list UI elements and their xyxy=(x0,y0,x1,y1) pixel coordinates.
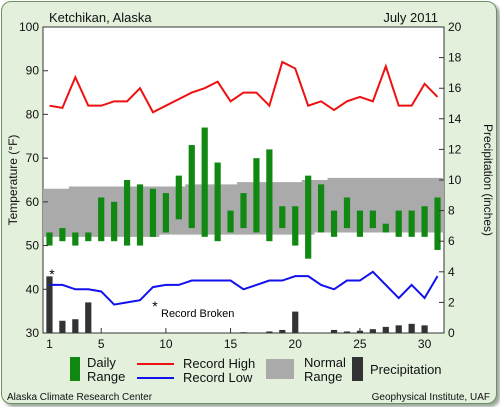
daily-range-bar-day-6 xyxy=(111,201,118,242)
daily-range-bar-day-17 xyxy=(253,158,260,233)
daily-range-bar-day-18 xyxy=(266,149,273,242)
daily-range-bar-day-24 xyxy=(343,197,351,229)
x-tick-label-30: 30 xyxy=(418,337,432,351)
y-tick-label-70: 70 xyxy=(26,151,40,165)
daily-range-bar-day-8 xyxy=(136,184,144,246)
daily-range-bar-day-31 xyxy=(434,197,441,250)
y2-tick-label-4: 4 xyxy=(448,265,455,279)
daily-range-bar-day-23 xyxy=(330,210,338,237)
legend-label-record-high: Record High xyxy=(183,356,255,371)
daily-range-bar-day-10 xyxy=(162,193,169,233)
chart-subtitle: July 2011 xyxy=(383,10,438,25)
record-marker-day1: * xyxy=(49,266,55,282)
precipitation-bar-day-18 xyxy=(266,331,273,333)
x-tick-label-25: 25 xyxy=(353,337,367,351)
daily-range-bar-day-14 xyxy=(214,162,221,242)
daily-range-bar-day-5 xyxy=(98,197,105,242)
daily-range-bar-day-11 xyxy=(175,175,182,220)
daily-range-bar-day-26 xyxy=(369,210,376,229)
footer-credit: Geophysical Institute, UAF xyxy=(372,392,490,403)
legend-label-normal-2: Range xyxy=(304,369,342,384)
daily-range-bar-day-30 xyxy=(421,206,428,237)
daily-range-bar-day-20 xyxy=(292,206,299,246)
daily-range-bar-day-9 xyxy=(149,188,157,237)
daily-range-bar-day-29 xyxy=(408,210,415,237)
precipitation-bar-day-28 xyxy=(395,325,402,333)
y2-tick-label-2: 2 xyxy=(448,295,455,309)
daily-range-bar-day-7 xyxy=(123,180,131,246)
legend-swatch-precipitation xyxy=(352,357,363,381)
legend-label-precipitation: Precipitation xyxy=(370,362,442,377)
daily-range-bar-day-12 xyxy=(188,145,195,229)
precipitation-bar-day-4 xyxy=(85,302,92,333)
y2-tick-label-0: 0 xyxy=(448,326,455,340)
y2-tick-label-16: 16 xyxy=(448,81,462,95)
x-tick-label-10: 10 xyxy=(159,337,173,351)
legend-label-normal-1: Normal xyxy=(304,355,346,370)
y2-tick-label-10: 10 xyxy=(448,173,462,187)
precipitation-bar-day-3 xyxy=(72,319,79,333)
footer-source: Alaska Climate Research Center xyxy=(7,392,153,403)
daily-range-bar-day-2 xyxy=(59,228,66,242)
daily-range-bar-day-15 xyxy=(227,210,234,233)
y-tick-label-50: 50 xyxy=(26,239,40,253)
precipitation-bar-day-29 xyxy=(408,323,415,333)
record-marker-note: * xyxy=(152,298,158,314)
legend: Daily Range Record High Record Low Norma… xyxy=(70,355,442,385)
precipitation-bar-day-26 xyxy=(369,329,376,333)
legend-swatch-normal-range xyxy=(266,359,294,379)
daily-range-bar-day-28 xyxy=(395,210,402,237)
daily-range-bar-day-22 xyxy=(318,184,325,233)
y2-tick-label-20: 20 xyxy=(448,20,462,34)
y-tick-label-60: 60 xyxy=(26,195,40,209)
precipitation-bar-day-20 xyxy=(292,311,299,333)
y-tick-label-30: 30 xyxy=(26,326,40,340)
daily-range-bar-day-3 xyxy=(72,232,79,246)
x-tick-label-20: 20 xyxy=(289,337,303,351)
y-axis-label: Temperature (°F) xyxy=(6,135,20,226)
daily-range-bar-day-19 xyxy=(279,206,286,229)
daily-range-bar-day-21 xyxy=(305,175,312,259)
y2-tick-label-8: 8 xyxy=(448,204,455,218)
record-low-line xyxy=(49,270,439,306)
precipitation-bar-day-16 xyxy=(240,332,247,334)
daily-range-bar-day-27 xyxy=(382,223,389,233)
y2-tick-label-18: 18 xyxy=(448,51,462,65)
daily-range-bar-day-13 xyxy=(201,127,208,237)
daily-range-bar-day-1 xyxy=(46,232,53,246)
y-tick-label-100: 100 xyxy=(19,20,39,34)
x-tick-label-5: 5 xyxy=(98,337,105,351)
y-tick-label-90: 90 xyxy=(26,64,40,78)
legend-label-record-low: Record Low xyxy=(183,370,253,385)
precipitation-bar-day-23 xyxy=(330,329,338,333)
y-tick-label-40: 40 xyxy=(26,282,40,296)
record-broken-note: Record Broken xyxy=(161,308,234,320)
precipitation-bar-day-27 xyxy=(382,326,389,333)
y2-tick-label-14: 14 xyxy=(448,112,462,126)
precipitation-bar-day-24 xyxy=(343,331,351,333)
y2-axis-label: Precipitation (inches) xyxy=(481,124,495,236)
precipitation-bar-day-1 xyxy=(46,276,53,333)
precipitation-bar-day-19 xyxy=(279,329,286,333)
x-tick-label-1: 1 xyxy=(46,337,53,351)
precipitation-bar-day-2 xyxy=(59,320,66,333)
y2-tick-label-12: 12 xyxy=(448,142,462,156)
x-tick-label-15: 15 xyxy=(224,337,238,351)
record-high-line xyxy=(49,60,439,114)
y2-tick-label-6: 6 xyxy=(448,234,455,248)
legend-label-daily-range-1: Daily xyxy=(87,355,116,370)
legend-label-daily-range-2: Range xyxy=(87,369,125,384)
daily-range-bar-day-16 xyxy=(240,193,247,229)
legend-swatch-daily-range xyxy=(70,357,80,381)
chart-title: Ketchikan, Alaska xyxy=(49,10,152,25)
y-tick-label-80: 80 xyxy=(26,107,40,121)
daily-range-bar-day-25 xyxy=(356,210,364,237)
daily-range-bar-day-4 xyxy=(85,232,92,242)
